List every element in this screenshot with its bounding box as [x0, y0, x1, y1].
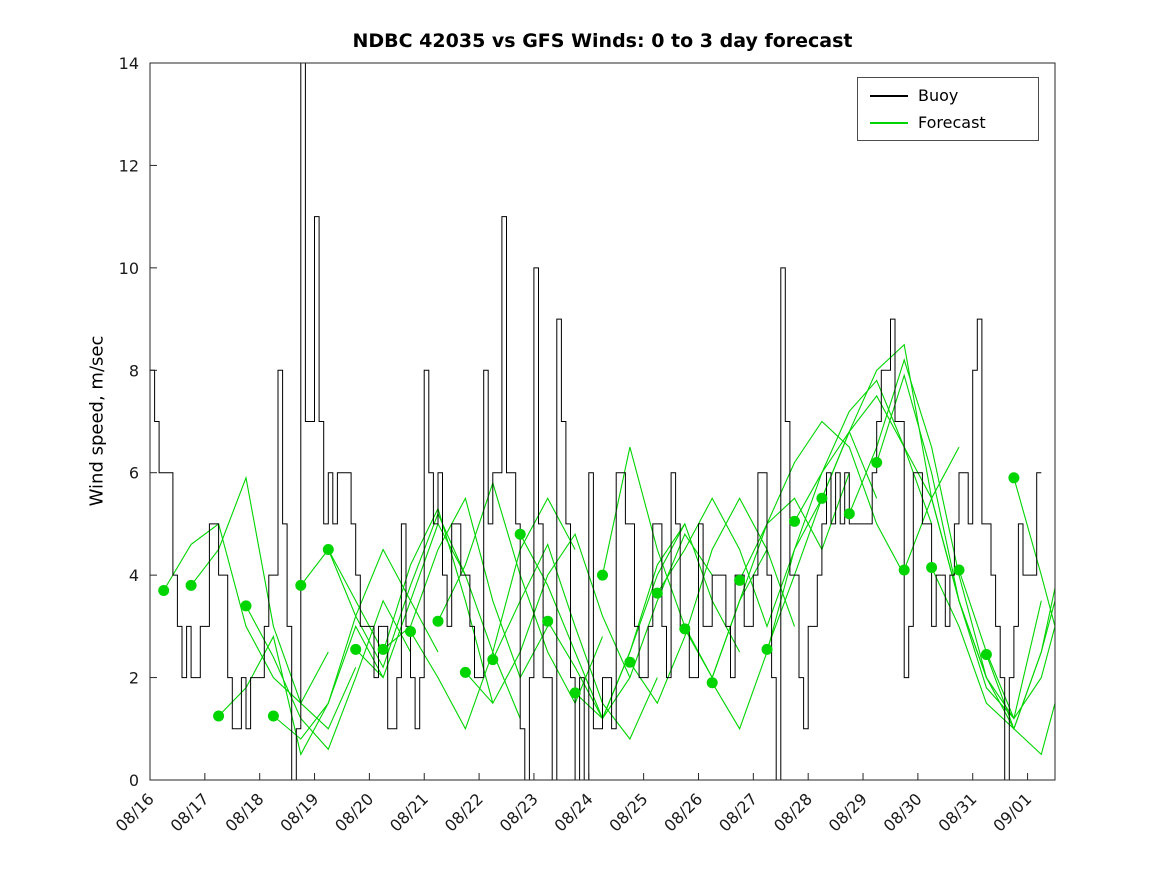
forecast-start-marker: [953, 564, 965, 576]
y-tick-label: 6: [129, 464, 139, 483]
forecast-start-marker: [267, 710, 279, 722]
chart-title: NDBC 42035 vs GFS Winds: 0 to 3 day fore…: [352, 30, 853, 52]
forecast-start-marker: [569, 687, 581, 699]
legend-item-forecast: Forecast: [870, 113, 1026, 132]
x-tick-label: 08/23: [496, 789, 542, 835]
forecast-line: [410, 497, 576, 731]
y-tick-label: 12: [119, 156, 139, 175]
forecast-line: [958, 569, 1055, 720]
buoy-line: [150, 63, 1042, 780]
forecast-line: [876, 373, 1042, 720]
forecast-start-marker: [158, 585, 170, 596]
x-tick-label: 09/01: [989, 789, 1035, 835]
forecast-start-marker: [185, 579, 197, 591]
forecast-start-marker: [542, 615, 554, 627]
x-tick-label: 08/29: [825, 789, 871, 835]
x-tick-label: 08/26: [660, 789, 706, 835]
x-tick-label: 08/24: [551, 789, 597, 835]
forecast-start-marker: [980, 649, 992, 660]
forecast-start-marker: [816, 492, 828, 504]
forecast-line: [190, 475, 357, 730]
forecast-line: [163, 522, 329, 705]
legend-item-buoy: Buoy: [870, 86, 1026, 105]
y-tick-label: 4: [129, 566, 139, 585]
forecast-start-marker: [350, 643, 362, 655]
forecast-line: [903, 496, 1055, 731]
forecast-start-marker: [459, 666, 471, 678]
forecast-start-marker: [926, 562, 938, 573]
x-tick-label: 08/28: [770, 789, 816, 835]
forecast-start-marker: [624, 656, 636, 668]
forecast-start-marker: [597, 569, 608, 581]
x-tick-label: 08/31: [935, 789, 981, 835]
forecast-start-marker: [789, 515, 800, 527]
legend-label-forecast: Forecast: [918, 113, 986, 132]
forecast-start-marker: [240, 600, 252, 612]
forecast-start-marker: [871, 457, 883, 468]
forecast-line: [601, 446, 768, 679]
legend: Buoy Forecast: [857, 77, 1039, 141]
x-tick-label: 08/17: [167, 789, 213, 835]
forecast-line: [931, 567, 1055, 730]
forecast-start-marker: [1008, 472, 1020, 484]
x-tick-label: 08/25: [605, 789, 651, 835]
x-tick-label: 08/21: [386, 789, 432, 835]
forecast-line: [985, 654, 1055, 756]
y-tick-label: 10: [119, 259, 139, 278]
forecast-start-marker: [843, 508, 855, 520]
forecast-start-marker: [651, 587, 663, 599]
buoy-line-sample-icon: [870, 94, 908, 97]
forecast-line: [464, 532, 631, 705]
forecast-line: [547, 533, 713, 720]
forecast-line-sample-icon: [870, 121, 908, 124]
axes-box: [149, 62, 1056, 781]
forecast-start-marker: [679, 623, 691, 635]
x-tick-label: 08/30: [880, 789, 926, 835]
y-tick-label: 8: [129, 361, 139, 380]
x-tick-label: 08/22: [441, 789, 487, 835]
x-tick-label: 08/19: [276, 789, 322, 835]
x-tick-label: 08/18: [221, 789, 267, 835]
legend-label-buoy: Buoy: [918, 86, 959, 105]
forecast-start-marker: [734, 574, 746, 586]
forecast-line: [382, 496, 549, 679]
forecast-start-marker: [377, 643, 389, 655]
forecast-start-marker: [487, 654, 499, 666]
x-tick-label: 08/20: [331, 789, 377, 835]
plot-area: [150, 63, 1055, 780]
forecast-start-marker: [295, 579, 307, 591]
forecast-line: [245, 599, 411, 751]
forecast-start-marker: [898, 564, 910, 576]
forecast-start-marker: [432, 615, 444, 627]
x-tick-label: 08/16: [112, 789, 158, 835]
forecast-start-marker: [706, 677, 718, 689]
forecast-line: [1013, 477, 1055, 629]
forecast-start-marker: [213, 710, 225, 722]
forecast-start-marker: [761, 643, 773, 655]
forecast-line: [574, 522, 741, 720]
y-tick-label: 2: [129, 669, 139, 688]
forecast-start-marker: [405, 626, 416, 637]
forecast-line: [327, 507, 494, 704]
forecast-start-marker: [322, 544, 334, 555]
forecast-start-marker: [514, 528, 526, 540]
y-tick-label: 0: [129, 771, 139, 790]
x-tick-label: 08/27: [715, 789, 761, 835]
y-tick-label: 14: [119, 54, 139, 73]
